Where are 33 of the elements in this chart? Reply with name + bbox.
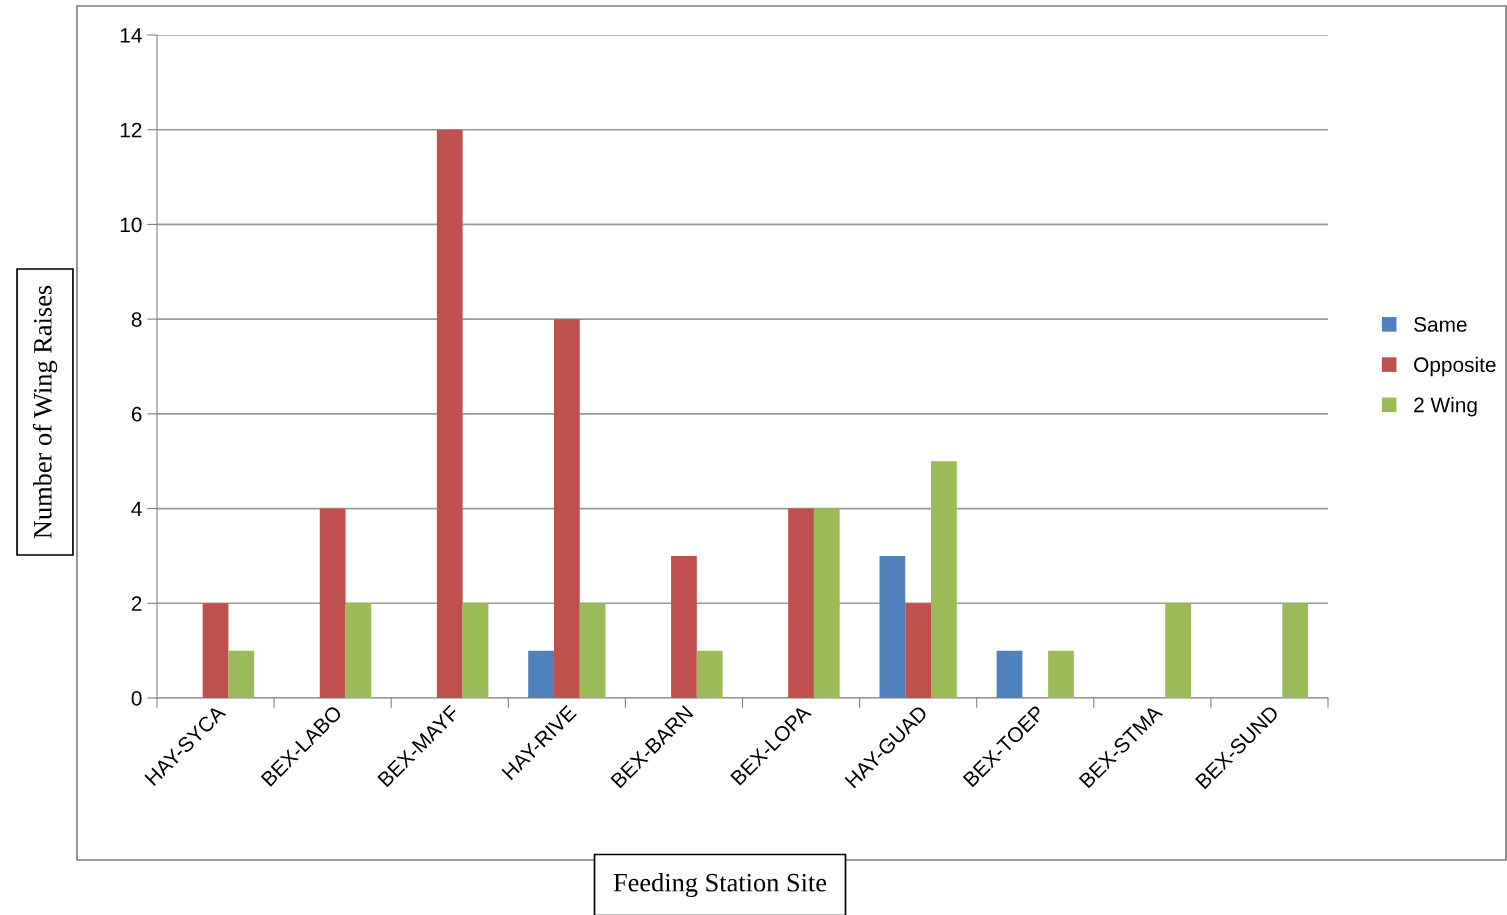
y-tick-label: 14 (120, 28, 142, 43)
bar (996, 650, 1023, 698)
bar (528, 650, 554, 698)
y-tick-label: 0 (131, 691, 142, 706)
bar (1165, 603, 1191, 698)
bar (879, 555, 906, 698)
y-tick-label: 2 (131, 596, 142, 611)
legend-label: Opposite (1414, 356, 1496, 377)
bar (319, 508, 346, 698)
bar (931, 461, 957, 698)
y-tick-label: 10 (120, 217, 142, 233)
bar (579, 603, 606, 698)
legend-label: 2 Wing (1414, 397, 1477, 417)
y-axis-title: Number of Wing Raises (32, 285, 58, 539)
bar (345, 603, 372, 698)
bar (202, 603, 229, 698)
bar (671, 555, 697, 698)
y-tick-label: 6 (131, 406, 142, 422)
bar (462, 603, 489, 698)
y-tick-label: 8 (131, 312, 142, 327)
bar (813, 508, 840, 698)
legend-label: Same (1414, 317, 1467, 332)
bar (1282, 603, 1309, 698)
bar (228, 650, 255, 698)
bar (696, 650, 723, 698)
bar (436, 129, 463, 698)
bar (905, 603, 932, 698)
x-axis-title: Feeding Station Site (613, 873, 827, 897)
bar (553, 319, 580, 698)
bar (1048, 650, 1074, 698)
y-tick-label: 4 (131, 501, 142, 517)
bar (788, 508, 814, 698)
y-tick-label: 12 (120, 122, 142, 138)
